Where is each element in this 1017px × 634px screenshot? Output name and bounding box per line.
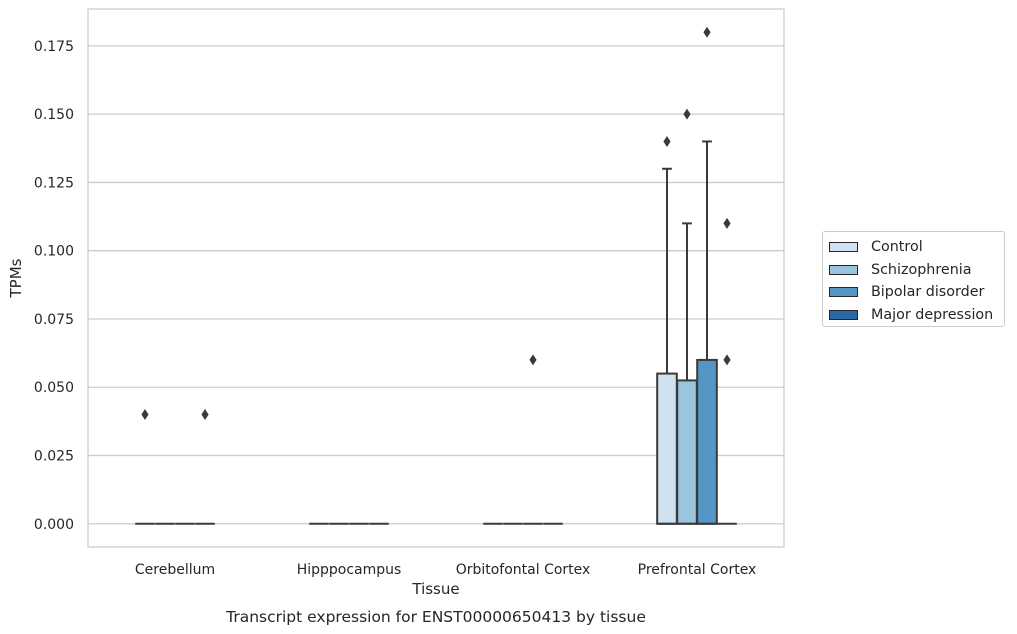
gridlines xyxy=(88,45,784,525)
legend-label: Bipolar disorder xyxy=(871,284,985,301)
box-schizophrenia xyxy=(676,108,698,525)
y-tick-label: 0.075 xyxy=(34,312,74,328)
outlier-point xyxy=(529,354,537,366)
x-axis-label: Tissue xyxy=(411,580,459,598)
y-axis-label: TPMs xyxy=(7,258,25,298)
chart-caption: Transcript expression for ENST0000065041… xyxy=(225,608,646,626)
outlier-point xyxy=(201,409,209,421)
y-tick-label: 0.125 xyxy=(34,175,74,191)
y-tick-label: 0.175 xyxy=(34,39,74,55)
legend-item: Control xyxy=(829,236,1004,259)
legend-item: Schizophrenia xyxy=(829,259,1004,282)
box-body xyxy=(656,372,678,525)
outlier-point xyxy=(663,135,671,147)
x-tick-label: Prefrontal Cortex xyxy=(638,562,757,578)
y-tick-label: 0.000 xyxy=(34,517,74,533)
legend-swatch xyxy=(829,310,858,321)
boxes xyxy=(135,26,737,525)
legend: Control Schizophrenia Bipolar disorder Majo… xyxy=(822,231,1005,327)
box-bipolar-disorder xyxy=(696,26,718,525)
legend-label: Control xyxy=(871,239,923,256)
y-tick-label: 0.025 xyxy=(34,449,74,465)
outlier-point xyxy=(141,409,149,421)
box-bipolar-disorder xyxy=(523,354,543,525)
y-axis-ticks: 0.000 0.025 0.050 0.075 0.100 0.125 0.150 0.175 xyxy=(34,39,74,533)
legend-swatch xyxy=(829,242,858,253)
box-major-depression xyxy=(195,409,215,525)
outlier-point xyxy=(723,217,731,229)
legend-label: Schizophrenia xyxy=(871,261,972,278)
box-major-depression xyxy=(717,217,737,525)
legend-item: Bipolar disorder xyxy=(829,281,1004,304)
y-tick-label: 0.150 xyxy=(34,107,74,123)
y-tick-label: 0.050 xyxy=(34,380,74,396)
legend-swatch xyxy=(829,264,858,275)
legend-swatch xyxy=(829,287,858,298)
x-tick-label: Hipppocampus xyxy=(297,562,402,578)
x-axis-ticks: Cerebellum Hipppocampus Orbitofontal Corte… xyxy=(135,562,756,578)
box-body xyxy=(676,379,698,525)
x-tick-label: Orbitofontal Cortex xyxy=(456,562,591,578)
box-control xyxy=(656,135,678,525)
outlier-point xyxy=(723,354,731,366)
x-tick-label: Cerebellum xyxy=(135,562,215,578)
y-tick-label: 0.100 xyxy=(34,244,74,260)
legend-item: Major depression xyxy=(829,304,1004,327)
plot-frame xyxy=(87,8,785,548)
box-control xyxy=(135,409,155,525)
box-body xyxy=(696,358,718,525)
outlier-point xyxy=(683,108,691,120)
outlier-point xyxy=(703,26,711,38)
legend-label: Major depression xyxy=(871,307,994,324)
